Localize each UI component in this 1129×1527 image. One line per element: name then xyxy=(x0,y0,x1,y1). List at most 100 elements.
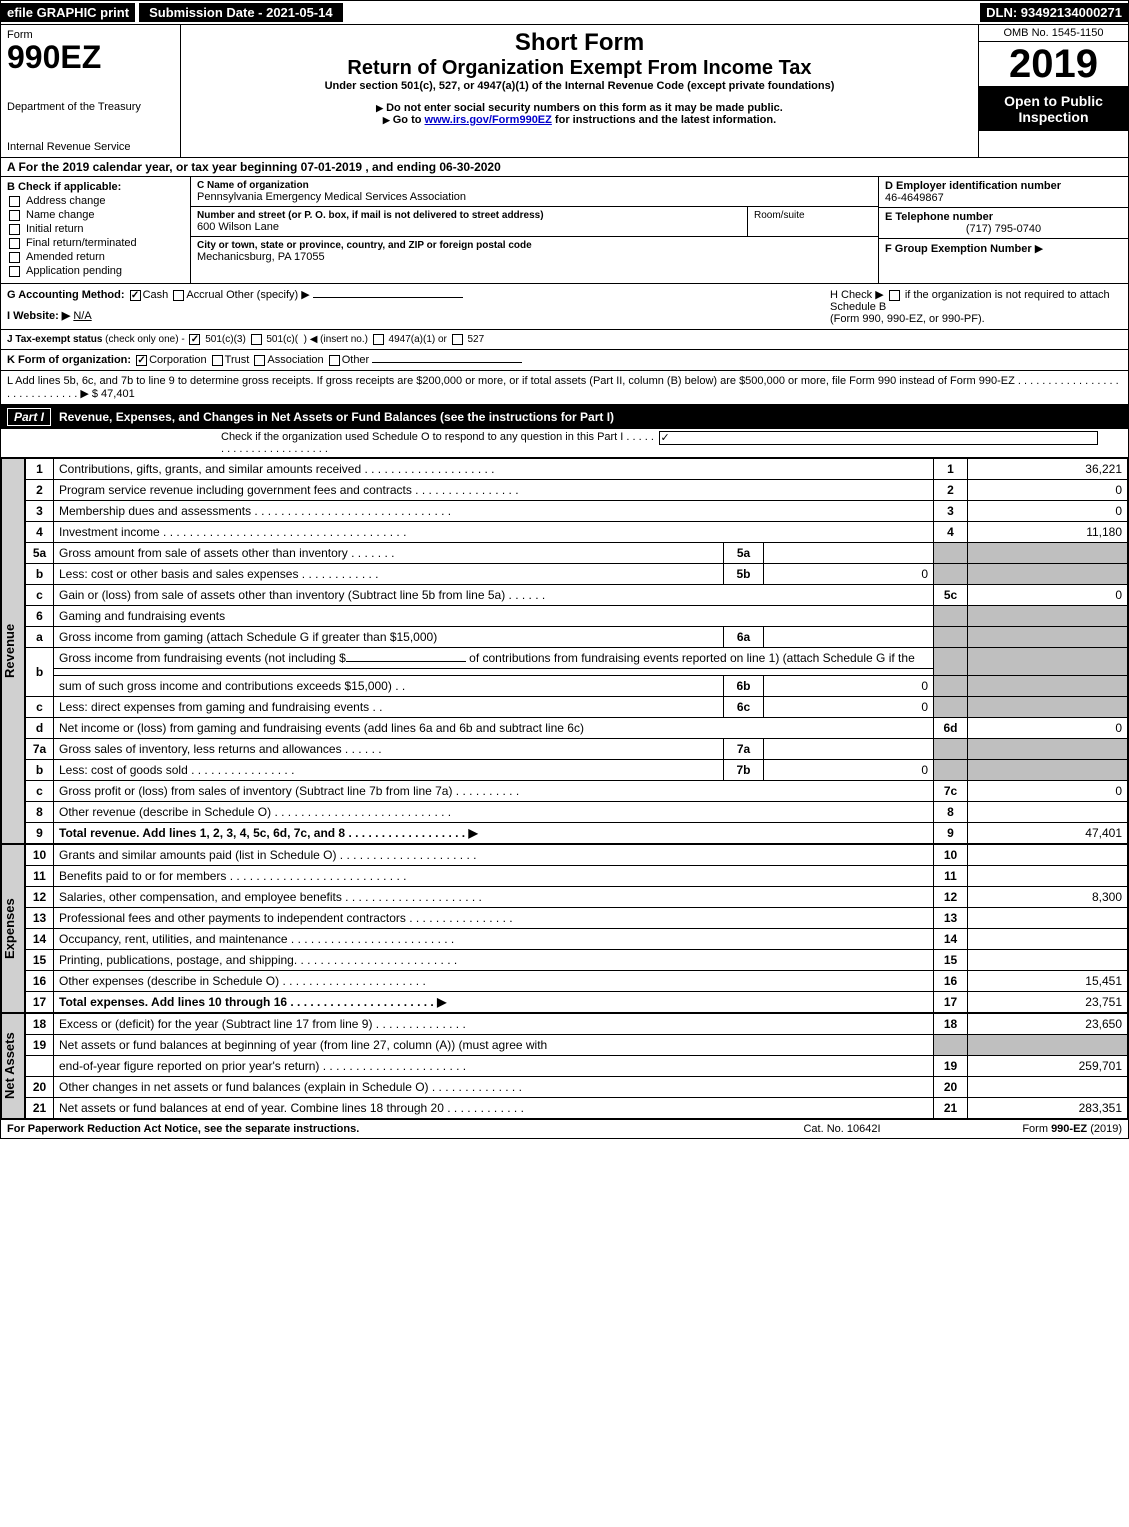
website-value: N/A xyxy=(73,310,91,322)
other-specify-input[interactable] xyxy=(313,297,463,298)
goto-post: for instructions and the latest informat… xyxy=(552,114,776,126)
omb-number: OMB No. 1545-1150 xyxy=(979,25,1128,42)
title-short-form: Short Form xyxy=(189,29,970,57)
row-a-tax-year: A For the 2019 calendar year, or tax yea… xyxy=(1,158,1128,177)
val-16: 15,451 xyxy=(968,971,1128,992)
cb-application-pending[interactable] xyxy=(9,266,20,277)
box-b-title: B Check if applicable: xyxy=(7,181,184,193)
cb-4947[interactable] xyxy=(373,334,384,345)
contrib-input[interactable] xyxy=(346,661,466,662)
val-5b: 0 xyxy=(764,564,934,585)
city-state-zip: Mechanicsburg, PA 17055 xyxy=(197,251,872,263)
val-4: 11,180 xyxy=(968,522,1128,543)
ssn-warning: Do not enter social security numbers on … xyxy=(189,102,970,114)
val-15 xyxy=(968,950,1128,971)
netassets-section: Net Assets 18Excess or (deficit) for the… xyxy=(1,1013,1128,1119)
row-l: L Add lines 5b, 6c, and 7b to line 9 to … xyxy=(1,371,1128,405)
paperwork-notice: For Paperwork Reduction Act Notice, see … xyxy=(7,1123,742,1135)
cb-address-change[interactable] xyxy=(9,196,20,207)
val-6b: 0 xyxy=(764,676,934,697)
identity-grid: B Check if applicable: Address change Na… xyxy=(1,177,1128,284)
val-8 xyxy=(968,802,1128,823)
val-5c: 0 xyxy=(968,585,1128,606)
irs-link[interactable]: www.irs.gov/Form990EZ xyxy=(425,114,552,126)
val-1: 36,221 xyxy=(968,459,1128,480)
efile-print[interactable]: efile GRAPHIC print xyxy=(1,3,135,22)
k-label: K Form of organization: xyxy=(7,354,131,366)
submission-date: Submission Date - 2021-05-14 xyxy=(137,1,345,24)
part-i-header: Part I Revenue, Expenses, and Changes in… xyxy=(1,405,1128,429)
cb-other-org[interactable] xyxy=(329,355,340,366)
d-ein-label: D Employer identification number xyxy=(885,180,1122,192)
city-label: City or town, state or province, country… xyxy=(197,240,872,251)
box-b: B Check if applicable: Address change Na… xyxy=(1,177,191,283)
cb-527[interactable] xyxy=(452,334,463,345)
expenses-section: Expenses 10Grants and similar amounts pa… xyxy=(1,844,1128,1013)
ein-value: 46-4649867 xyxy=(885,192,1122,204)
header-right: OMB No. 1545-1150 2019 Open to Public In… xyxy=(978,25,1128,157)
expenses-side-label: Expenses xyxy=(1,844,25,1013)
schedule-o-check-row: Check if the organization used Schedule … xyxy=(1,429,1128,458)
title-return: Return of Organization Exempt From Incom… xyxy=(189,57,970,80)
cb-trust[interactable] xyxy=(212,355,223,366)
val-13 xyxy=(968,908,1128,929)
other-org-input[interactable] xyxy=(372,362,522,363)
cb-initial-return[interactable] xyxy=(9,224,20,235)
part-i-tag: Part I xyxy=(7,408,51,426)
cb-schedule-o[interactable] xyxy=(659,431,1099,445)
page: efile GRAPHIC print Submission Date - 20… xyxy=(0,0,1129,1139)
irs-label: Internal Revenue Service xyxy=(7,141,174,153)
org-name: Pennsylvania Emergency Medical Services … xyxy=(197,191,872,203)
val-7b: 0 xyxy=(764,760,934,781)
top-bar: efile GRAPHIC print Submission Date - 20… xyxy=(1,1,1128,25)
cat-no: Cat. No. 10642I xyxy=(742,1123,942,1135)
c-name-label: C Name of organization xyxy=(197,180,872,191)
cb-amended-return[interactable] xyxy=(9,252,20,263)
form-rev: Form 990-EZ (2019) xyxy=(942,1123,1122,1135)
revenue-side-label: Revenue xyxy=(1,458,25,844)
header-center: Short Form Return of Organization Exempt… xyxy=(181,25,978,157)
revenue-section: Revenue 1Contributions, gifts, grants, a… xyxy=(1,458,1128,844)
open-to-public: Open to Public Inspection xyxy=(979,87,1128,131)
f-group-label: F Group Exemption Number xyxy=(885,243,1032,255)
header-left: Form 990EZ Department of the Treasury In… xyxy=(1,25,181,157)
val-11 xyxy=(968,866,1128,887)
cb-final-return[interactable] xyxy=(9,238,20,249)
cb-501c[interactable] xyxy=(251,334,262,345)
street-label: Number and street (or P. O. box, if mail… xyxy=(197,210,741,221)
cb-h-schedule-b[interactable] xyxy=(889,290,900,301)
box-c: C Name of organization Pennsylvania Emer… xyxy=(191,177,878,283)
cb-501c3[interactable] xyxy=(189,334,200,345)
goto-line: Go to www.irs.gov/Form990EZ for instruct… xyxy=(189,114,970,126)
val-2: 0 xyxy=(968,480,1128,501)
revenue-table: 1Contributions, gifts, grants, and simil… xyxy=(25,458,1128,844)
netassets-table: 18Excess or (deficit) for the year (Subt… xyxy=(25,1013,1128,1119)
tax-year: 2019 xyxy=(979,42,1128,87)
row-k: K Form of organization: Corporation Trus… xyxy=(1,350,1128,371)
row-h: H Check ▶ if the organization is not req… xyxy=(822,288,1122,325)
part-i-title: Revenue, Expenses, and Changes in Net As… xyxy=(59,410,1122,424)
i-website-label: I Website: ▶ xyxy=(7,310,70,322)
box-def: D Employer identification number 46-4649… xyxy=(878,177,1128,283)
goto-pre: Go to xyxy=(383,114,425,126)
cb-association[interactable] xyxy=(254,355,265,366)
val-3: 0 xyxy=(968,501,1128,522)
e-phone-label: E Telephone number xyxy=(885,211,1122,223)
val-21: 283,351 xyxy=(968,1098,1128,1119)
cb-cash[interactable] xyxy=(130,290,141,301)
val-6c: 0 xyxy=(764,697,934,718)
val-6a xyxy=(764,627,934,648)
val-7c: 0 xyxy=(968,781,1128,802)
f-arrow: ▶ xyxy=(1035,243,1043,255)
val-6d: 0 xyxy=(968,718,1128,739)
other-specify: Other (specify) ▶ xyxy=(226,289,310,301)
cb-accrual[interactable] xyxy=(173,290,184,301)
cb-corporation[interactable] xyxy=(136,355,147,366)
subtitle: Under section 501(c), 527, or 4947(a)(1)… xyxy=(189,80,970,92)
dept-treasury: Department of the Treasury xyxy=(7,101,174,113)
val-19: 259,701 xyxy=(968,1056,1128,1077)
form-number: 990EZ xyxy=(7,41,174,73)
val-7a xyxy=(764,739,934,760)
cb-name-change[interactable] xyxy=(9,210,20,221)
val-10 xyxy=(968,845,1128,866)
